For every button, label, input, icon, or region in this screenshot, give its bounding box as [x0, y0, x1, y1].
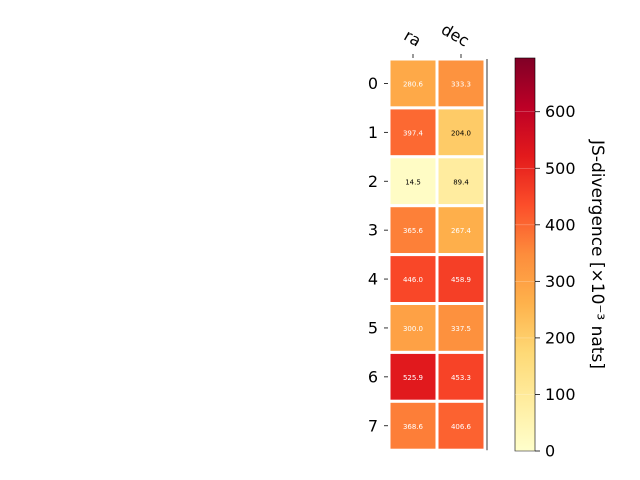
- row-label-1: 1: [368, 123, 378, 142]
- colorbar-tick-label: 200: [545, 328, 576, 347]
- heatmap-cell: [435, 253, 487, 306]
- cell-value-label: 368.6: [403, 423, 424, 431]
- cell-value-label: 204.0: [451, 129, 471, 137]
- heatmap-cell: [387, 399, 439, 452]
- cell-value-label: 14.5: [405, 178, 421, 186]
- cell-value-label: 453.3: [451, 374, 471, 382]
- row-labels: 0 1 2 3 4 5 6 7: [368, 74, 388, 435]
- colorbar-tick-label: 500: [545, 159, 576, 178]
- row-label-3: 3: [368, 221, 378, 240]
- cell-value-label: 300.0: [403, 325, 423, 333]
- cell-value-label: 406.6: [451, 423, 472, 431]
- heatmap-cell: [435, 350, 487, 403]
- heatmap-cell: [435, 204, 487, 257]
- cell-value-label: 337.5: [451, 325, 471, 333]
- row-label-5: 5: [368, 318, 378, 337]
- colorbar-tick-label: 300: [545, 272, 576, 291]
- row-label-2: 2: [368, 172, 378, 191]
- heatmap-cells: 280.6 333.3 397.4 204.0 14.5 89.4 365.6 267.4 44…: [387, 57, 488, 452]
- cell-value-label: 446.0: [403, 276, 423, 284]
- heatmap-cell: [435, 302, 487, 354]
- colorbar-tick-label: 100: [545, 385, 576, 404]
- colorbar: 0 100 200 300 400 500 600 JS-divergence [×10⁻³ …: [514, 57, 607, 461]
- colorbar-tick-label: 400: [545, 215, 576, 234]
- column-labels: ra dec: [401, 20, 473, 58]
- cell-value-label: 397.4: [403, 129, 424, 137]
- cell-value-label: 267.4: [451, 227, 472, 235]
- heatmap-cell: [435, 399, 487, 452]
- cell-value-label: 280.6: [403, 80, 424, 88]
- row-label-6: 6: [368, 367, 378, 386]
- cell-value-label: 525.9: [403, 374, 423, 382]
- heatmap-cell: [435, 57, 487, 110]
- column-label-dec: dec: [438, 20, 472, 51]
- colorbar-label: JS-divergence [×10⁻³ nats]: [587, 139, 607, 369]
- row-label-7: 7: [368, 416, 378, 435]
- colorbar-tick-label: 0: [545, 442, 555, 461]
- heatmap-cell: [387, 302, 439, 354]
- column-label-ra: ra: [401, 26, 425, 51]
- cell-value-label: 89.4: [453, 178, 469, 186]
- colorbar-gradient: [514, 57, 536, 452]
- cell-value-label: 458.9: [451, 276, 471, 284]
- cell-value-label: 333.3: [451, 80, 471, 88]
- cell-value-label: 365.6: [403, 227, 424, 235]
- row-label-0: 0: [368, 74, 378, 93]
- colorbar-tick-label: 600: [545, 102, 576, 121]
- row-label-4: 4: [368, 270, 378, 289]
- heatmap-cell: [435, 155, 487, 208]
